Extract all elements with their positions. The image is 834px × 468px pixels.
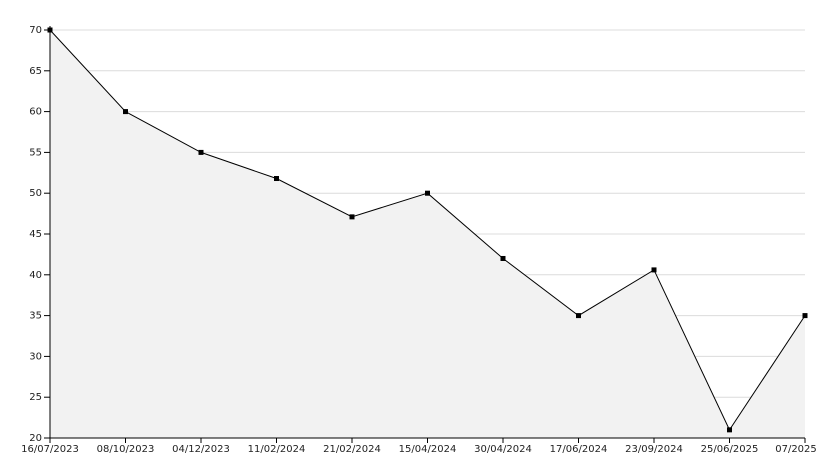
area-fill <box>50 30 805 438</box>
y-tick-label: 50 <box>29 188 42 199</box>
y-tick-label: 65 <box>29 66 42 77</box>
x-tick-label: 08/10/2023 <box>97 444 155 455</box>
x-tick-label: 16/07/2023 <box>21 444 79 455</box>
marker <box>576 313 581 319</box>
x-tick-label: 25/06/2025 <box>701 444 759 455</box>
y-tick-label: 20 <box>29 433 42 444</box>
marker <box>274 176 279 182</box>
x-tick-label: 23/09/2024 <box>625 444 683 455</box>
marker <box>349 214 355 220</box>
marker <box>123 109 128 115</box>
y-tick-label: 60 <box>29 107 42 118</box>
marker <box>651 267 657 273</box>
y-tick-label: 35 <box>29 311 42 322</box>
x-tick-label: 15/04/2024 <box>399 444 457 455</box>
x-tick-label: 04/12/2023 <box>172 444 230 455</box>
marker <box>727 427 732 433</box>
x-tick-label: 17/06/2024 <box>550 444 608 455</box>
y-tick-label: 70 <box>29 25 42 36</box>
marker <box>198 149 204 155</box>
y-tick-label: 40 <box>29 270 42 281</box>
x-tick-label: 21/02/2024 <box>323 444 381 455</box>
y-tick-label: 25 <box>29 392 42 403</box>
marker <box>802 313 808 319</box>
y-tick-label: 30 <box>29 351 42 362</box>
marker <box>500 255 506 261</box>
x-tick-label: 30/04/2024 <box>474 444 532 455</box>
marker <box>425 190 430 196</box>
y-tick-label: 45 <box>29 229 42 240</box>
y-tick-label: 55 <box>29 147 42 158</box>
x-tick-label: 07/2025 <box>775 444 817 455</box>
x-tick-label: 11/02/2024 <box>248 444 306 455</box>
